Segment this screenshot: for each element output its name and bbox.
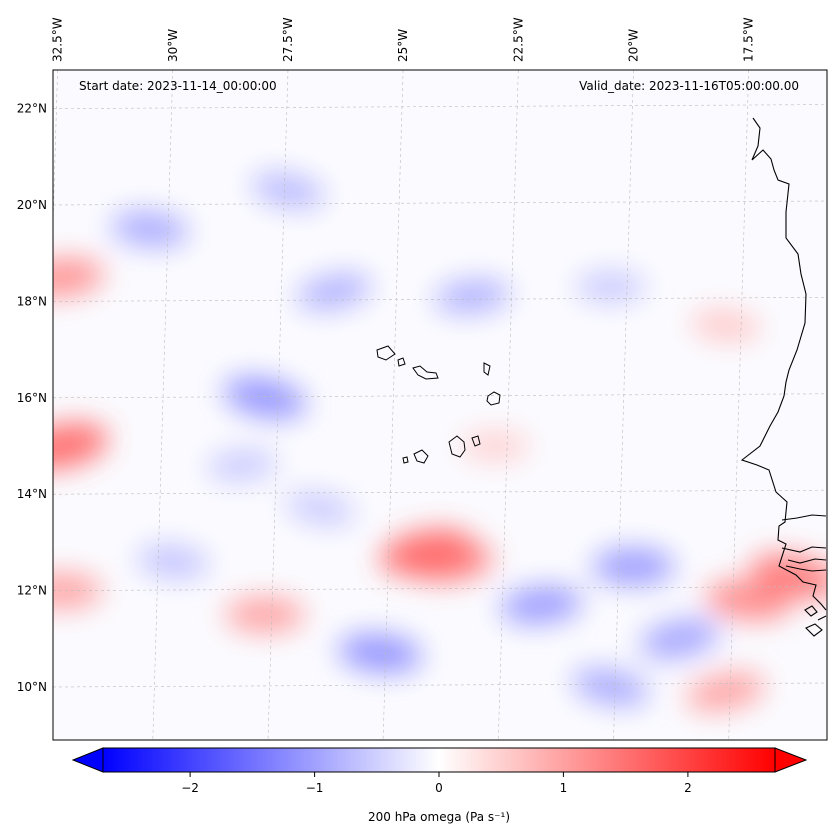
omega-field-feature: [705, 580, 792, 621]
colorbar-body: [102, 747, 776, 773]
omega-field-feature: [592, 548, 675, 585]
y-axis-tick-label: 20°N: [17, 198, 47, 212]
x-axis-tick-label: 22.5°W: [511, 17, 525, 62]
cape-verde-maio: [471, 435, 481, 447]
omega-field-feature: [251, 172, 325, 209]
x-axis-tick-label: 20°W: [627, 29, 641, 62]
omega-field-feature: [500, 586, 583, 624]
colorbar-tick-label: −2: [181, 781, 199, 795]
longitude-gridline: [613, 70, 634, 740]
cape-verde-santiago: [448, 435, 466, 458]
omega-field-feature: [575, 271, 646, 303]
omega-field-feature: [136, 545, 209, 579]
omega-field-feature: [53, 422, 109, 470]
cape-verde-boa-vista: [486, 391, 501, 406]
x-axis-tick-label: 30°W: [166, 29, 180, 62]
omega-field-feature: [572, 668, 649, 706]
y-axis-tick-label: 22°N: [17, 102, 47, 116]
colorbar-tick-label: 1: [560, 781, 568, 795]
colorbar-tick-label: −1: [306, 781, 324, 795]
y-axis-tick-label: 10°N: [17, 680, 47, 694]
omega-field-feature: [53, 257, 105, 297]
africa-coastline: [740, 117, 827, 611]
valid-date-label: Valid_date: 2023-11-16T05:00:00.00: [579, 79, 799, 93]
x-axis-tick-label: 25°W: [396, 29, 410, 62]
longitude-gridline: [267, 70, 289, 740]
omega-field-feature: [207, 449, 277, 482]
y-axis-tick-label: 14°N: [17, 487, 47, 501]
omega-field-feature: [640, 619, 719, 659]
map-frame: [52, 69, 828, 741]
longitude-gridline: [498, 70, 519, 740]
y-axis-tick-label: 12°N: [17, 584, 47, 598]
map-area: 32.5°W 30°W 27.5°W 25°W 22.5°W 20°W 17.5°W 10°…: [17, 17, 828, 741]
omega-field-feature: [110, 211, 189, 247]
cape-verde-santo-antao: [376, 345, 396, 361]
cape-verde-sao-vicente: [397, 357, 406, 367]
omega-field-feature: [296, 273, 372, 311]
x-axis-tick-label: 17.5°W: [742, 17, 756, 62]
omega-field-feature: [223, 377, 307, 419]
cape-verde-sao-nicolau: [412, 365, 439, 380]
x-axis-tick-label: 27.5°W: [281, 17, 295, 62]
omega-field-feature: [434, 279, 511, 314]
colorbar-ticks: −2 −1 0 1 2: [181, 772, 692, 795]
omega-field-feature: [405, 541, 494, 583]
omega-field-feature: [750, 553, 827, 599]
senegal-gambia-coast: [781, 514, 827, 572]
omega-field-feature: [285, 491, 355, 526]
longitude-gridline: [382, 70, 404, 740]
y-axis-tick-label: 16°N: [17, 391, 47, 405]
colorbar-extend-max: [774, 747, 808, 773]
start-date-label: Start date: 2023-11-14_00:00:00: [79, 79, 277, 93]
coastline: [376, 117, 827, 637]
omega-field-feature: [224, 596, 305, 633]
x-axis-ticks: 32.5°W 30°W 27.5°W 25°W 22.5°W 20°W 17.5°W: [51, 17, 756, 62]
colorbar-extend-min: [71, 747, 104, 773]
longitude-gridline: [728, 70, 749, 740]
cape-verde-sal: [483, 362, 491, 376]
colorbar-tick-label: 0: [435, 781, 443, 795]
omega-field-feature: [686, 672, 765, 712]
longitude-gridline: [152, 70, 174, 740]
x-axis-tick-label: 32.5°W: [51, 17, 65, 62]
colorbar: −2 −1 0 1 2 200 hPa omega (Pa s⁻¹): [71, 747, 808, 824]
omega-field-feature: [338, 633, 422, 673]
bissau-islands: [804, 605, 827, 637]
cape-verde-fogo: [413, 449, 429, 464]
colorbar-tick-label: 2: [684, 781, 692, 795]
gridlines: [53, 70, 827, 740]
y-axis-ticks: 10°N 12°N 14°N 16°N 18°N 20°N 22°N: [17, 102, 47, 694]
colorbar-label: 200 hPa omega (Pa s⁻¹): [368, 810, 510, 824]
omega-field-feature: [461, 431, 530, 461]
cape-verde-brava: [402, 456, 409, 464]
omega-field-feature: [690, 309, 761, 342]
y-axis-tick-label: 18°N: [17, 294, 47, 308]
